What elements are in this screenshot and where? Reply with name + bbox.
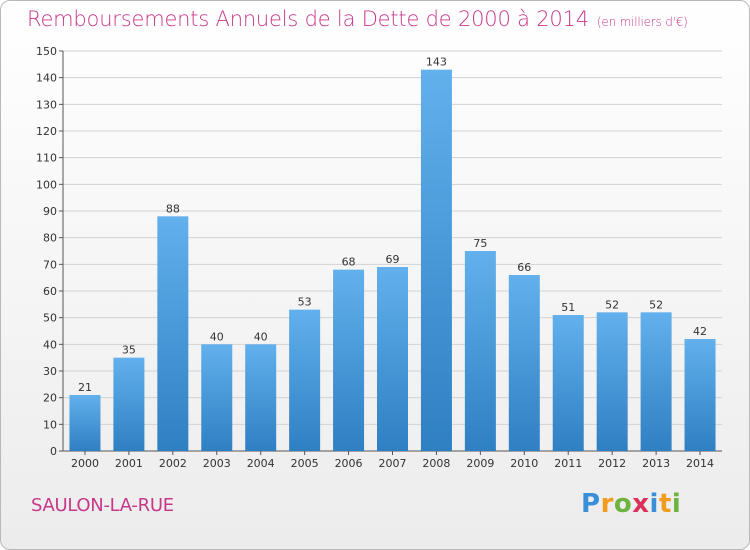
- bar-2013: [640, 312, 672, 451]
- logo-letter: i: [649, 489, 659, 519]
- bar-2014: [684, 339, 716, 451]
- y-tick-label: 50: [43, 312, 57, 325]
- y-tick-label: 70: [43, 258, 57, 271]
- y-tick-label: 120: [36, 125, 57, 138]
- x-tick-label: 2001: [115, 457, 143, 470]
- bar-2012: [596, 312, 628, 451]
- data-labels: 21 35 88 40 40 53 68 69 143 75 66 51 52 52 42: [78, 56, 707, 394]
- chart-title: Remboursements Annuels de la Dette de 20…: [27, 7, 688, 31]
- x-tick-label: 2008: [422, 457, 450, 470]
- x-tick-label: 2007: [379, 457, 407, 470]
- y-tick-label: 60: [43, 285, 57, 298]
- data-label-2006: 68: [342, 256, 356, 269]
- y-tick-label: 150: [36, 45, 57, 58]
- x-tick-label: 2011: [554, 457, 582, 470]
- title-text: Remboursements Annuels de la Dette de 20…: [27, 7, 589, 31]
- bar-2006: [333, 269, 365, 451]
- bar-2001: [113, 357, 145, 451]
- x-tick-label: 2012: [598, 457, 626, 470]
- y-tick-label: 130: [36, 98, 57, 111]
- bar-2004: [245, 344, 277, 451]
- data-label-2000: 21: [78, 381, 92, 394]
- logo-letter: t: [658, 489, 672, 519]
- data-label-2008: 143: [426, 56, 447, 69]
- data-label-2011: 51: [561, 301, 575, 314]
- data-label-2012: 52: [605, 298, 619, 311]
- logo-letter: o: [613, 489, 633, 519]
- data-label-2010: 66: [517, 261, 531, 274]
- y-tick-label: 140: [36, 72, 57, 85]
- data-label-2007: 69: [386, 253, 400, 266]
- place-name: SAULON-LA-RUE: [31, 495, 174, 516]
- y-tick-label: 40: [43, 338, 57, 351]
- y-tick-label: 90: [43, 205, 57, 218]
- logo-letter: i: [671, 489, 682, 519]
- data-label-2004: 40: [254, 330, 268, 343]
- y-tick-label: 80: [43, 232, 57, 245]
- x-tick-label: 2014: [686, 457, 714, 470]
- chart-subtitle: (en milliers d'€): [596, 15, 688, 29]
- x-tick-label: 2002: [159, 457, 187, 470]
- data-label-2013: 52: [649, 298, 663, 311]
- y-tick-label: 30: [43, 365, 57, 378]
- bar-2008: [420, 69, 452, 452]
- x-tick-label: 2000: [71, 457, 99, 470]
- proxiti-logo: Proxiti: [581, 489, 681, 519]
- bar-2002: [157, 216, 189, 451]
- bar-2003: [201, 344, 233, 451]
- logo-letter: x: [632, 489, 650, 519]
- x-tick-label: 2013: [642, 457, 670, 470]
- bar-2010: [508, 275, 540, 451]
- data-label-2014: 42: [693, 325, 707, 338]
- x-tick-label: 2003: [203, 457, 231, 470]
- y-tick-label: 100: [36, 178, 57, 191]
- bar-2009: [464, 251, 496, 451]
- y-tick-label: 10: [43, 418, 57, 431]
- x-tick-label: 2009: [466, 457, 494, 470]
- bars: [69, 69, 716, 452]
- x-tick-label: 2005: [291, 457, 319, 470]
- x-tick-label: 2006: [335, 457, 363, 470]
- y-tick-label: 0: [50, 445, 57, 458]
- data-label-2001: 35: [122, 344, 136, 357]
- logo-letter: r: [600, 489, 614, 519]
- bar-2000: [69, 395, 101, 451]
- x-tick-label: 2004: [247, 457, 275, 470]
- axes: 0 10 20 30 40 50 60 70 80 90 100 110 120 130 140 150 200…: [36, 45, 722, 470]
- bar-2005: [289, 309, 321, 451]
- y-tick-label: 110: [36, 152, 57, 165]
- data-label-2003: 40: [210, 330, 224, 343]
- x-tick-label: 2010: [510, 457, 538, 470]
- data-label-2002: 88: [166, 202, 180, 215]
- logo-letter: P: [581, 489, 601, 519]
- data-label-2005: 53: [298, 296, 312, 309]
- bar-2007: [377, 267, 408, 451]
- bar-2011: [552, 315, 584, 451]
- y-tick-label: 20: [43, 392, 57, 405]
- data-label-2009: 75: [473, 237, 487, 250]
